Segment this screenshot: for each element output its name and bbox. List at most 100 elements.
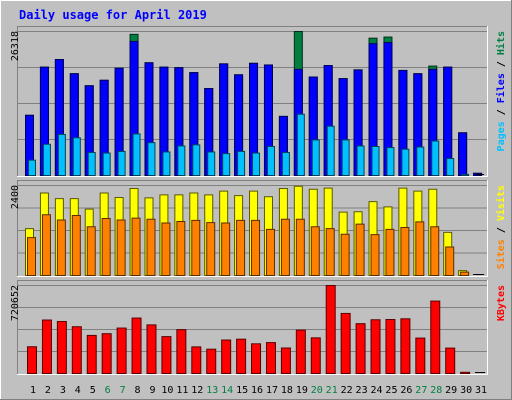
axis-label-part: Visits	[495, 185, 507, 221]
x-tick-label: 15	[236, 385, 248, 396]
x-tick-label: 8	[135, 385, 141, 396]
x-tick-label: 29	[445, 385, 457, 396]
axis-label-part: /	[496, 55, 507, 73]
x-tick-label: 25	[385, 385, 397, 396]
bar-kbytes	[370, 319, 381, 374]
bar-kbytes	[191, 346, 202, 375]
bar-kbytes	[415, 337, 426, 374]
x-tick-label: 14	[221, 385, 233, 396]
panel-kbytes: 720652 KBytes	[10, 280, 507, 375]
bar-kbytes	[280, 347, 291, 375]
panel-hits-files-pages: 26318 Pages / Files / Hits	[10, 26, 507, 177]
x-tick-label: 6	[105, 385, 111, 396]
series-axis-label-visits-sites: Sites / Visits	[495, 185, 507, 269]
x-tick-label: 22	[341, 385, 353, 396]
x-tick-label: 23	[356, 385, 368, 396]
axis-label-part: Hits	[495, 31, 507, 55]
series-pages	[28, 113, 485, 177]
x-tick-label: 20	[311, 385, 323, 396]
x-axis-day-labels: 1 2 3 4 5 6 7 8 9 10 11 12 13 14 15 16 17 18 19 20 21 22 23 24 2…	[30, 385, 487, 396]
bar-sites	[251, 219, 261, 276]
bar-pages	[401, 148, 410, 176]
bar-pages	[281, 152, 290, 176]
bar-pages	[87, 152, 96, 176]
bar-pages	[356, 145, 365, 176]
x-tick-label: 21	[326, 385, 338, 396]
bar-files	[458, 132, 468, 177]
bar-kbytes	[56, 320, 67, 374]
bar-sites	[116, 219, 126, 276]
bar-sites	[295, 218, 305, 276]
panel-visits-sites: 2400 Sites / Visits	[10, 180, 507, 277]
bar-kbytes	[310, 337, 321, 375]
bar-kbytes	[27, 346, 37, 374]
bar-sites	[430, 226, 440, 276]
bar-pages	[162, 151, 171, 177]
bar-sites	[340, 233, 350, 276]
bar-sites	[131, 217, 141, 276]
axis-label-part: Sites	[495, 239, 507, 269]
bar-sites	[191, 219, 201, 276]
bar-pages	[102, 152, 111, 176]
bar-pages	[266, 146, 275, 177]
bar-pages	[326, 125, 335, 176]
bar-pages	[42, 143, 51, 177]
x-tick-label: 26	[400, 385, 412, 396]
bar-sites	[280, 218, 290, 276]
series-axis-label-hits-files-pages: Pages / Files / Hits	[495, 31, 507, 151]
bar-sites	[161, 222, 171, 276]
bar-kbytes	[385, 319, 396, 374]
y-max-label-kbytes: 720652	[10, 285, 21, 321]
bar-kbytes	[86, 334, 97, 374]
bar-kbytes	[236, 338, 247, 374]
bar-kbytes	[161, 336, 172, 374]
bar-kbytes	[101, 333, 112, 374]
bar-pages	[446, 158, 455, 176]
x-tick-label: 2	[45, 385, 51, 396]
bar-kbytes	[221, 339, 232, 375]
x-tick-label: 5	[90, 385, 96, 396]
y-max-label-hits-files-pages: 26318	[10, 31, 21, 61]
axis-label-part: KBytes	[496, 285, 507, 321]
bar-pages	[237, 150, 246, 176]
bar-kbytes	[206, 348, 217, 374]
bar-sites	[415, 221, 425, 276]
x-tick-label: 10	[161, 385, 173, 396]
x-tick-label: 30	[460, 385, 472, 396]
bar-sites	[71, 215, 81, 276]
bar-sites	[355, 223, 365, 276]
series-axis-label-kbytes: KBytes	[496, 285, 507, 321]
bar-kbytes	[445, 347, 456, 374]
bar-pages	[72, 137, 81, 176]
series-sites	[27, 214, 485, 276]
x-tick-label: 19	[296, 385, 308, 396]
bar-kbytes	[131, 317, 142, 374]
x-tick-label: 17	[266, 385, 278, 396]
bar-sites	[56, 219, 66, 276]
bar-kbytes	[71, 326, 82, 374]
x-tick-label: 3	[60, 385, 66, 396]
x-tick-label: 28	[430, 385, 442, 396]
bar-sites	[445, 246, 455, 276]
bar-kbytes-empty	[475, 372, 486, 373]
chart-panels: 26318 Pages / Files / Hits 2400 Sites / Vis…	[10, 26, 507, 375]
bar-kbytes	[176, 329, 187, 375]
bar-sites	[41, 214, 51, 276]
bar-pages	[222, 153, 231, 177]
bar-sites	[400, 227, 410, 276]
bar-pages	[177, 145, 186, 176]
axis-label-part: Files	[495, 73, 507, 103]
bar-pages	[296, 113, 305, 177]
x-tick-label: 31	[475, 385, 487, 396]
x-tick-label: 16	[251, 385, 263, 396]
axis-label-part: Pages	[496, 121, 507, 151]
bar-pages	[341, 139, 350, 176]
bar-pages	[431, 140, 440, 176]
bar-sites	[27, 237, 36, 276]
bar-pages	[461, 173, 470, 176]
x-tick-label: 13	[206, 385, 218, 396]
bar-pages	[416, 146, 425, 176]
bar-sites	[176, 221, 186, 276]
